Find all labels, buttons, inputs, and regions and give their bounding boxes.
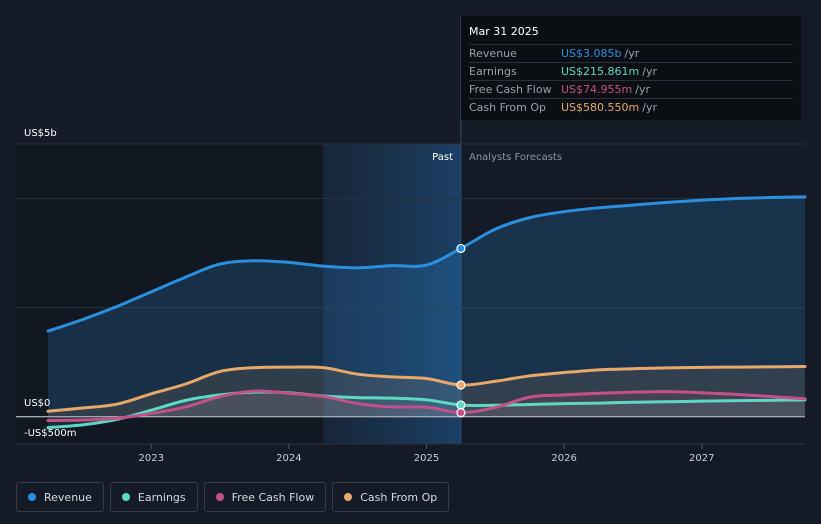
legend-item-earnings[interactable]: Earnings bbox=[109, 482, 198, 512]
tooltip-row: Cash From Op US$580.550m/yr bbox=[469, 98, 793, 116]
x-tick-label: 2026 bbox=[551, 453, 576, 464]
x-tick-label: 2024 bbox=[276, 453, 301, 464]
tooltip-row: Earnings US$215.861m/yr bbox=[469, 62, 793, 80]
cash-from-op-marker bbox=[456, 380, 466, 390]
legend-label: Cash From Op bbox=[360, 490, 438, 504]
chart: US$5b US$0 -US$500m Past Analysts Foreca… bbox=[16, 16, 807, 464]
tooltip-unit: /yr bbox=[624, 47, 640, 60]
tooltip-value-earnings: US$215.861m bbox=[561, 65, 640, 78]
forecast-label: Analysts Forecasts bbox=[469, 152, 562, 163]
revenue-area bbox=[48, 196, 805, 417]
tooltip-label-free-cash-flow: Free Cash Flow bbox=[469, 83, 552, 96]
legend-dot-icon bbox=[215, 493, 224, 501]
legend-item-cash-from-op[interactable]: Cash From Op bbox=[332, 482, 450, 512]
legend-dot-icon bbox=[121, 493, 130, 501]
tooltip-value-free-cash-flow: US$74.955m bbox=[561, 83, 633, 96]
free-cash-flow-area bbox=[48, 390, 805, 421]
y-label-zero: US$0 bbox=[24, 398, 50, 409]
tooltip-unit: /yr bbox=[642, 65, 657, 78]
legend-item-revenue[interactable]: Revenue bbox=[16, 482, 104, 512]
legend-dot-icon bbox=[28, 493, 36, 501]
tooltip-date: Mar 31 2025 bbox=[469, 25, 539, 38]
past-shade-region bbox=[16, 144, 324, 444]
tooltip-value-cash-from-op: US$580.550m bbox=[561, 101, 640, 114]
free-cash-flow-line bbox=[46, 389, 807, 423]
legend-label: Revenue bbox=[44, 490, 92, 504]
x-tick-label: 2023 bbox=[139, 453, 164, 464]
legend-dot-icon bbox=[344, 493, 353, 501]
cash-from-op-line bbox=[46, 365, 807, 413]
free-cash-flow-marker bbox=[456, 408, 466, 418]
past-highlight-region bbox=[323, 144, 461, 444]
y-label-top: US$5b bbox=[24, 128, 57, 139]
revenue-marker bbox=[456, 243, 466, 254]
earnings-line bbox=[46, 390, 807, 430]
tooltip-label-cash-from-op: Cash From Op bbox=[469, 101, 547, 114]
earnings-marker bbox=[456, 400, 466, 410]
tooltip-value-revenue: US$3.085b bbox=[561, 47, 622, 60]
past-label: Past bbox=[432, 152, 453, 163]
tooltip-row: Free Cash Flow US$74.955m/yr bbox=[469, 80, 793, 98]
x-tick-label: 2027 bbox=[689, 453, 714, 464]
tooltip-unit: /yr bbox=[642, 101, 657, 114]
legend: Revenue Earnings Free Cash Flow Cash From O… bbox=[16, 482, 450, 512]
legend-label: Free Cash Flow bbox=[231, 490, 315, 504]
revenue-line bbox=[46, 195, 807, 333]
tooltip-label-revenue: Revenue bbox=[469, 47, 517, 60]
y-label-bottom: -US$500m bbox=[24, 428, 76, 439]
tooltip-unit: /yr bbox=[635, 83, 650, 96]
x-tick-label: 2025 bbox=[414, 453, 439, 464]
tooltip-row: Revenue US$3.085b/yr bbox=[469, 44, 793, 62]
legend-label: Earnings bbox=[137, 490, 186, 504]
tooltip: Mar 31 2025 Revenue US$3.085b/yr Earnings U… bbox=[461, 16, 801, 120]
legend-item-free-cash-flow[interactable]: Free Cash Flow bbox=[203, 482, 327, 512]
tooltip-label-earnings: Earnings bbox=[469, 65, 517, 78]
earnings-area bbox=[48, 392, 805, 428]
